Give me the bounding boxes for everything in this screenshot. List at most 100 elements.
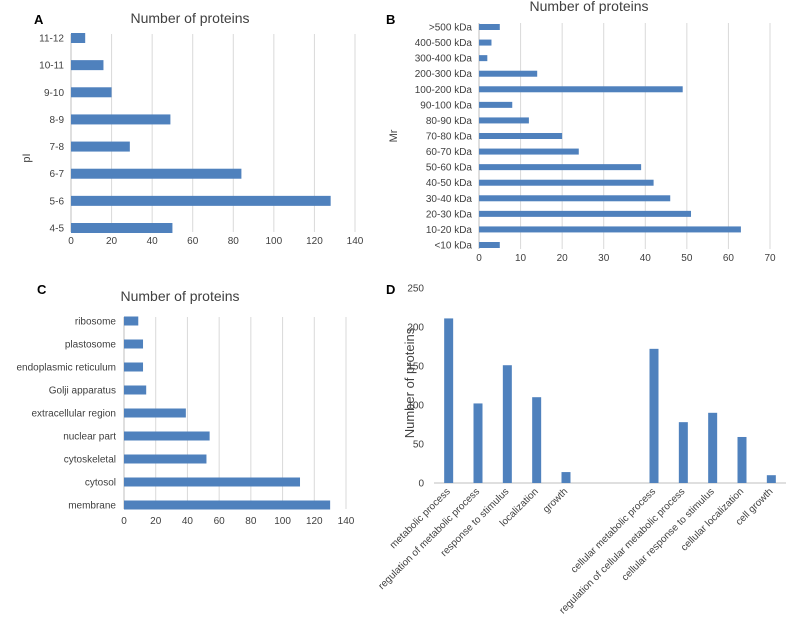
bar-a: [71, 168, 242, 179]
bar-a: [71, 114, 171, 125]
x-tick-label: 20: [150, 516, 162, 527]
category-label: 7-8: [50, 142, 65, 153]
bar-b: [479, 24, 500, 30]
x-tick-label: 70: [764, 253, 776, 264]
panel-letter: B: [386, 12, 395, 27]
y-tick-label: 100: [407, 401, 424, 412]
bar-b: [479, 101, 513, 108]
bar-d: [737, 436, 747, 483]
bar-c: [124, 477, 301, 487]
panel-a: A Number of proteins pI 0 20 40 60 80 100 120 140 4…: [21, 10, 364, 247]
x-tick-label: 10: [515, 253, 527, 264]
y-tick-label: 150: [407, 362, 424, 373]
bar-b: [479, 242, 500, 248]
bar-d: [561, 472, 571, 483]
bar-b: [479, 133, 563, 139]
panel-b: B Number of proteins Mr 0 10 20 30 40 50 60 70 <10 …: [386, 0, 776, 264]
category-label: plastosome: [65, 340, 117, 351]
bar-b: [479, 117, 529, 124]
x-tick-label: 0: [121, 516, 127, 527]
x-tick-label: 20: [557, 253, 569, 264]
bar-b: [479, 179, 654, 186]
category-label: 40-50 kDa: [426, 178, 473, 189]
bar-d: [473, 403, 483, 483]
x-tick-label: 80: [228, 236, 240, 247]
category-label: >500 kDa: [429, 23, 473, 34]
bar-a: [71, 195, 331, 206]
bar-c: [124, 454, 207, 464]
category-label: 9-10: [44, 88, 64, 99]
y-tick-label: 0: [418, 479, 424, 490]
category-label: 20-30 kDa: [426, 209, 473, 220]
bar-d: [678, 422, 688, 483]
category-label: extracellular region: [32, 409, 117, 420]
y-axis-label: Number of proteins: [402, 327, 417, 438]
bar-c: [124, 431, 210, 441]
x-tick-label: 120: [306, 516, 323, 527]
category-label: 5-6: [50, 196, 65, 207]
y-tick-label: 250: [407, 284, 424, 295]
category-label: Golji apparatus: [49, 386, 116, 397]
category-label: membrane: [68, 501, 116, 512]
category-label: nuclear part: [63, 432, 116, 443]
y-axis-label: pI: [21, 153, 33, 162]
x-tick-label: 0: [68, 236, 74, 247]
x-tick-label: 40: [640, 253, 652, 264]
chart-title: Number of proteins: [130, 10, 249, 26]
x-tick-label: 0: [476, 253, 482, 264]
bar-d: [532, 397, 542, 483]
bar-a: [71, 87, 112, 98]
chart-title: Number of proteins: [120, 288, 239, 304]
bar-b: [479, 195, 671, 202]
category-label: 10-11: [39, 61, 64, 72]
y-axis-label: Mr: [388, 129, 400, 142]
bar-a: [71, 141, 130, 152]
category-label: 90-100 kDa: [420, 100, 472, 111]
category-label: ribosome: [75, 317, 117, 328]
category-label: 11-12: [39, 34, 64, 45]
bar-c: [124, 408, 186, 418]
category-label: 6-7: [50, 169, 65, 180]
bar-d: [766, 475, 776, 483]
x-tick-label: 80: [245, 516, 257, 527]
bar-d: [708, 412, 718, 483]
category-label: cytosol: [85, 478, 116, 489]
bar-b: [479, 70, 538, 77]
panel-c: C Number of proteins 0 20 40 60 80 100 120 140 mem…: [17, 282, 355, 527]
bar-c: [124, 316, 139, 326]
bar-b: [479, 226, 741, 233]
bar-b: [479, 210, 692, 217]
bar-a: [71, 33, 86, 43]
x-tick-label: 40: [147, 236, 159, 247]
x-tick-label: 100: [266, 236, 283, 247]
category-label: 30-40 kDa: [426, 194, 473, 205]
bar-c: [124, 339, 144, 349]
category-label: growth: [541, 486, 570, 515]
y-tick-label: 50: [413, 440, 425, 451]
category-label: 10-20 kDa: [426, 225, 473, 236]
bar-b: [479, 148, 579, 155]
x-tick-label: 60: [187, 236, 199, 247]
x-tick-label: 140: [347, 236, 364, 247]
panel-letter: A: [34, 12, 44, 27]
bar-b: [479, 164, 642, 171]
category-label: 400-500 kDa: [415, 38, 473, 49]
x-tick-label: 140: [338, 516, 355, 527]
category-label: 300-400 kDa: [415, 54, 473, 65]
bar-b: [479, 55, 488, 62]
category-label: 50-60 kDa: [426, 163, 473, 174]
x-tick-label: 50: [681, 253, 693, 264]
category-label: 60-70 kDa: [426, 147, 473, 158]
chart-title: Number of proteins: [529, 0, 648, 14]
bar-c: [124, 385, 147, 395]
category-label: 4-5: [50, 224, 65, 235]
x-tick-label: 20: [106, 236, 118, 247]
x-tick-label: 40: [182, 516, 194, 527]
bar-d: [444, 318, 454, 483]
category-label: 80-90 kDa: [426, 116, 473, 127]
category-label: 200-300 kDa: [415, 69, 473, 80]
bar-b: [479, 86, 683, 93]
x-tick-label: 60: [214, 516, 226, 527]
bar-d: [502, 365, 512, 483]
